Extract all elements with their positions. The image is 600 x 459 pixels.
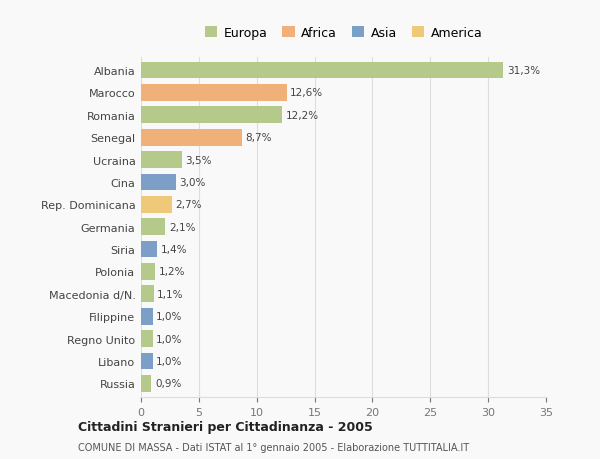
Text: 3,5%: 3,5% (185, 155, 211, 165)
Bar (141, 85, 287, 101)
Bar (141, 330, 152, 347)
Bar (141, 241, 157, 258)
Bar (141, 107, 282, 124)
Text: 2,1%: 2,1% (169, 222, 195, 232)
Text: 8,7%: 8,7% (245, 133, 272, 143)
Text: 0,9%: 0,9% (155, 379, 181, 389)
Text: 1,1%: 1,1% (157, 289, 184, 299)
Bar (141, 152, 182, 168)
Text: 12,6%: 12,6% (290, 88, 323, 98)
Text: 1,0%: 1,0% (156, 334, 182, 344)
Bar (141, 286, 154, 302)
Text: 2,7%: 2,7% (176, 200, 202, 210)
Bar (141, 174, 176, 191)
Text: COMUNE DI MASSA - Dati ISTAT al 1° gennaio 2005 - Elaborazione TUTTITALIA.IT: COMUNE DI MASSA - Dati ISTAT al 1° genna… (78, 442, 469, 452)
Text: 1,2%: 1,2% (158, 267, 185, 277)
Text: 31,3%: 31,3% (506, 66, 540, 76)
Bar (141, 353, 152, 369)
Legend: Europa, Africa, Asia, America: Europa, Africa, Asia, America (201, 23, 486, 43)
Text: 3,0%: 3,0% (179, 178, 206, 188)
Bar (141, 129, 242, 146)
Text: 1,4%: 1,4% (161, 245, 187, 255)
Text: 1,0%: 1,0% (156, 312, 182, 322)
Bar (141, 219, 166, 235)
Bar (141, 196, 172, 213)
Text: Cittadini Stranieri per Cittadinanza - 2005: Cittadini Stranieri per Cittadinanza - 2… (78, 420, 373, 433)
Bar (141, 308, 152, 325)
Bar (141, 375, 151, 392)
Bar (141, 263, 155, 280)
Text: 1,0%: 1,0% (156, 356, 182, 366)
Text: 12,2%: 12,2% (286, 111, 319, 120)
Bar (141, 62, 503, 79)
